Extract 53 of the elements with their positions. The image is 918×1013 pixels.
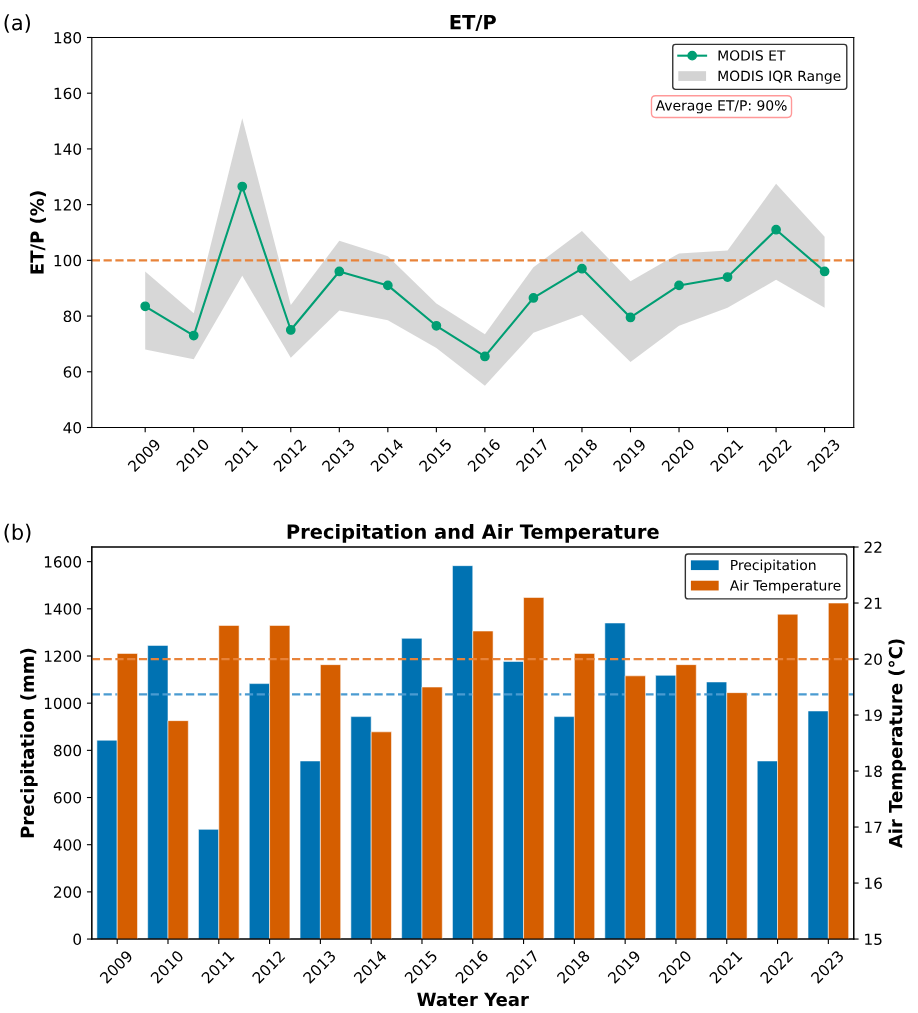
y2-tick-label: 22: [864, 541, 882, 553]
point: [674, 280, 684, 291]
y2-tick-label: 16: [865, 877, 882, 890]
y2-tick-label: 20: [864, 653, 882, 666]
point: [285, 325, 296, 335]
text: (a): [4, 14, 30, 33]
x-axis-title: Water Year: [417, 992, 529, 1007]
y2-tick-label: 15: [865, 933, 882, 946]
point: [771, 224, 781, 235]
legend-label: Air Temperature: [729, 579, 841, 594]
point: [334, 266, 345, 277]
legend-label: Precipitation: [731, 559, 816, 573]
y-tick-label: 1400: [44, 603, 82, 615]
point: [431, 320, 442, 331]
point: [188, 330, 199, 341]
y-tick-label: 180: [54, 31, 82, 44]
y2-tick-label: 17: [865, 821, 882, 833]
y-tick-label: 140: [54, 143, 82, 155]
point: [382, 280, 393, 291]
legend-label: MODIS ET: [718, 50, 786, 61]
y-tick-label: 40: [63, 421, 82, 434]
chart-title: Precipitation and Air Temperature: [287, 523, 659, 543]
y-tick-label: 160: [54, 87, 82, 100]
y-tick-label: 600: [53, 791, 82, 804]
y-tick-label: 60: [63, 366, 82, 378]
y2-tick-label: 19: [865, 709, 882, 722]
chart-title: ET/P: [450, 14, 496, 31]
point: [625, 312, 636, 323]
y-tick-label: 0: [73, 933, 82, 946]
point: [237, 181, 248, 192]
y2-tick-label: 21: [864, 597, 882, 609]
y-tick-label: 1000: [44, 697, 82, 710]
y2-tick-label: 18: [865, 765, 882, 778]
y-tick-label: 120: [54, 199, 82, 211]
y-axis-title: Precipitation (mm): [20, 648, 38, 838]
y-axis-title: ET/P (%): [29, 191, 46, 274]
point: [140, 301, 151, 312]
point: [722, 272, 733, 282]
y-tick-label: 1200: [44, 650, 82, 663]
y-tick-label: 80: [63, 310, 82, 323]
point: [528, 293, 539, 303]
y-tick-label: 100: [54, 254, 82, 267]
y-tick-label: 1600: [44, 556, 82, 568]
y-tick-label: 200: [54, 886, 82, 898]
y2-axis-title: Air Temperature (°C): [888, 639, 906, 849]
y-tick-label: 400: [53, 839, 82, 851]
point: [577, 263, 587, 274]
text: (b): [4, 523, 31, 543]
legend-label: MODIS IQR Range: [718, 70, 841, 84]
y-tick-label: 800: [53, 744, 82, 757]
annotation: Average ET/P: 90%: [655, 100, 787, 114]
point: [819, 266, 830, 277]
point: [480, 351, 490, 362]
